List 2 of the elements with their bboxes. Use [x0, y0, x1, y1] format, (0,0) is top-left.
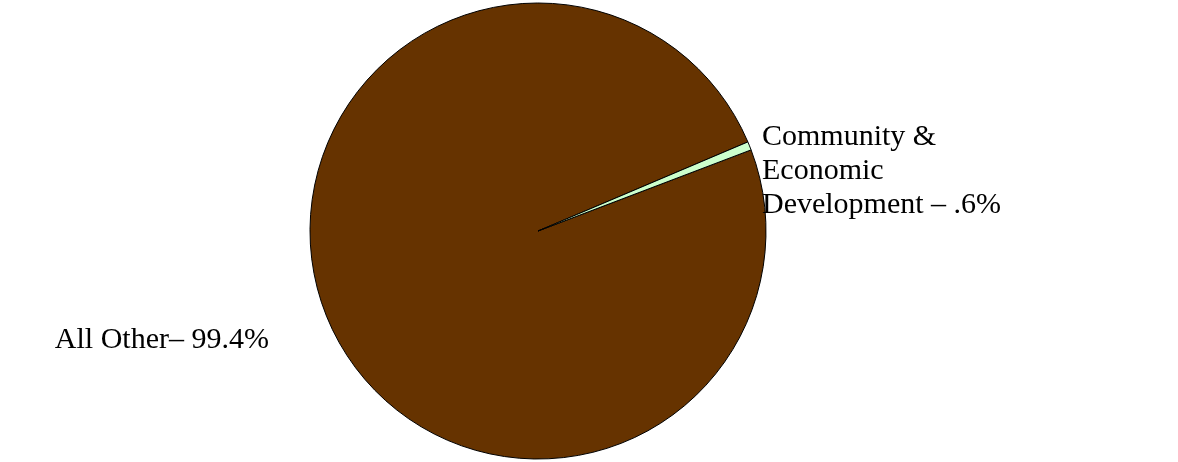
pie-slice	[537, 141, 752, 232]
slice-label: All Other– 99.4%	[54, 321, 269, 355]
